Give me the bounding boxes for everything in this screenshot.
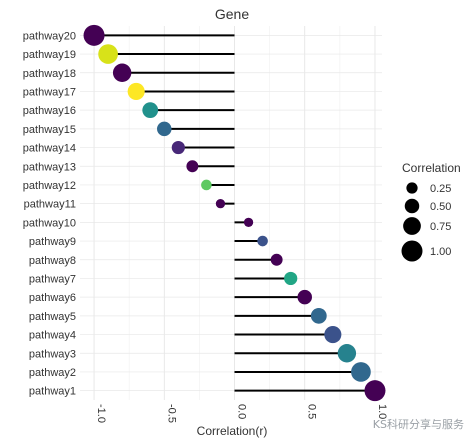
y-tick-label: pathway10 (23, 217, 76, 229)
y-tick-label: pathway17 (23, 86, 76, 98)
data-point (310, 307, 327, 324)
y-tick-label: pathway1 (29, 386, 76, 398)
legend-title: Correlation (402, 161, 461, 175)
data-point (351, 362, 371, 382)
data-point (270, 253, 283, 266)
x-tick-label: 1.0 (376, 404, 388, 419)
x-tick-label: -1.0 (95, 404, 107, 423)
y-tick-label: pathway4 (29, 330, 76, 342)
x-tick-label: 0.0 (236, 404, 248, 419)
watermark: KS科研分享与服务 (372, 418, 464, 431)
legend-label: 0.50 (430, 201, 451, 213)
data-point (243, 217, 254, 228)
y-tick-label: pathway9 (29, 236, 76, 248)
y-tick-label: pathway18 (23, 68, 76, 80)
grid-lines (80, 26, 382, 400)
y-tick-label: pathway13 (23, 161, 76, 173)
legend-label: 1.00 (430, 246, 451, 258)
data-point (324, 326, 342, 344)
chart-title: Gene (215, 6, 249, 22)
y-tick-label: pathway3 (29, 348, 76, 360)
legend-label: 0.75 (430, 221, 451, 233)
y-tick-label: pathway12 (23, 180, 76, 192)
data-point (186, 160, 199, 173)
y-tick-label: pathway14 (23, 143, 76, 155)
x-tick-label: 0.5 (306, 404, 318, 419)
y-tick-label: pathway6 (29, 292, 76, 304)
data-point (83, 24, 105, 46)
data-point (297, 289, 312, 305)
data-point (142, 102, 159, 119)
data-point (257, 235, 268, 247)
y-tick-label: pathway19 (23, 49, 76, 61)
x-axis-label: Correlation(r) (197, 424, 268, 438)
data-point (127, 82, 145, 100)
x-tick-labels: -1.0 -0.5 0.0 0.5 1.0 (95, 404, 388, 423)
legend-label: 0.25 (430, 183, 451, 195)
y-tick-label: pathway15 (23, 124, 76, 136)
legend-key (404, 198, 420, 214)
data-point (157, 121, 172, 137)
data-point (171, 140, 185, 155)
data-point (337, 344, 357, 363)
data-point (215, 199, 226, 209)
data-point (284, 271, 298, 286)
y-tick-label: pathway7 (29, 273, 76, 285)
data-point (201, 179, 212, 191)
data-point (112, 63, 132, 82)
lollipop-points (83, 24, 386, 402)
legend-key (401, 240, 423, 262)
legend-key (403, 217, 421, 235)
data-point (364, 380, 386, 402)
y-tick-label: pathway16 (23, 105, 76, 117)
y-tick-label: pathway11 (24, 199, 76, 211)
legend: 0.25 0.50 0.75 1.00 (401, 182, 451, 262)
y-tick-label: pathway5 (29, 311, 76, 323)
x-tick-label: -0.5 (165, 404, 177, 423)
y-tick-label: pathway2 (29, 367, 76, 379)
legend-key (406, 182, 418, 194)
y-tick-label: pathway8 (29, 255, 76, 267)
y-tick-label: pathway20 (23, 30, 76, 42)
y-tick-labels: pathway1 pathway2 pathway3 pathway4 pathway5… (23, 30, 76, 397)
data-point (98, 44, 118, 64)
